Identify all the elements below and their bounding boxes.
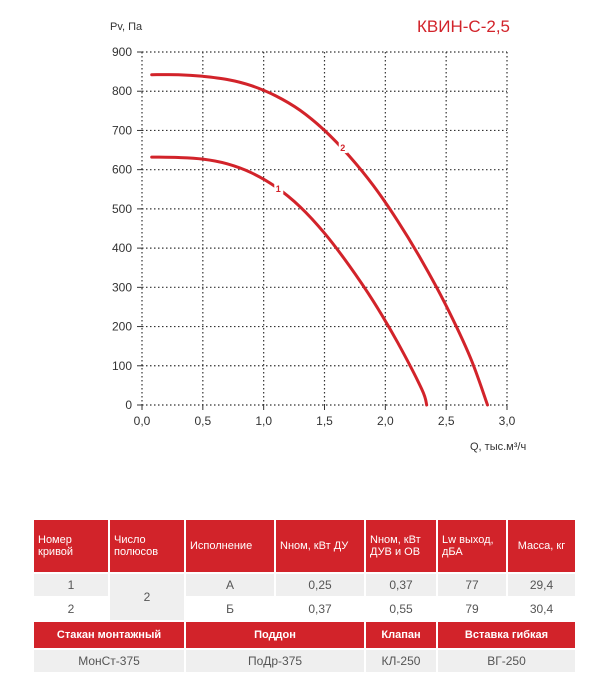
cell-power-du: 0,37: [276, 598, 364, 620]
performance-chart: КВИН-С-2,5 Pv, Па Q, тыс.м³/ч 0,0 0,5 1,0 1…: [110, 17, 526, 453]
x-tick-label: 1,5: [316, 414, 333, 428]
specs-table: Номер кривой Число полюсов Исполнение Nн…: [32, 518, 577, 674]
y-tick-label: 900: [112, 45, 132, 59]
header-curve-number: Номер кривой: [34, 520, 108, 572]
y-tick-label: 400: [112, 241, 132, 255]
series-lines: 12: [150, 73, 489, 407]
y-tick-label: 700: [112, 123, 132, 137]
series-1-line: [150, 155, 429, 407]
y-tick-label: 100: [112, 359, 132, 373]
table-row: 2 Б 0,37 0,55 79 30,4: [34, 598, 575, 620]
series-2-label-bg: [338, 142, 348, 154]
cell-curve: 1: [34, 574, 108, 596]
accessories-header-row: Стакан монтажный Поддон Клапан Вставка г…: [34, 622, 575, 648]
x-tick-label: 0,0: [134, 414, 151, 428]
y-tick-label: 600: [112, 163, 132, 177]
header-flexible-insert: Вставка гибкая: [438, 622, 575, 648]
cell-mounting-cup: МонСт-375: [34, 650, 184, 672]
accessories-values-row: МонСт-375 ПоДр-375 КЛ-250 ВГ-250: [34, 650, 575, 672]
cell-power-du: 0,25: [276, 574, 364, 596]
cell-execution: Б: [186, 598, 274, 620]
header-tray: Поддон: [186, 622, 364, 648]
x-axis-title: Q, тыс.м³/ч: [470, 441, 526, 453]
series-2-line: [150, 73, 489, 407]
cell-mass: 29,4: [508, 574, 575, 596]
header-mass: Масса, кг: [508, 520, 575, 572]
cell-power-duv: 0,55: [366, 598, 436, 620]
x-tick-label: 3,0: [499, 414, 516, 428]
cell-execution: А: [186, 574, 274, 596]
series-1-label-bg: [274, 182, 284, 194]
header-poles: Число полюсов: [110, 520, 184, 572]
series-1-label: 1: [276, 184, 281, 194]
specs-header-row: Номер кривой Число полюсов Исполнение Nн…: [34, 520, 575, 572]
table-row: 1 2 А 0,25 0,37 77 29,4: [34, 574, 575, 620]
header-power-duv: Nном, кВт ДУВ и ОВ: [366, 520, 436, 572]
x-tick-label: 1,0: [255, 414, 272, 428]
cell-mass: 30,4: [508, 598, 575, 620]
cell-tray: ПоДр-375: [186, 650, 364, 672]
axis-ticks: 0,0 0,5 1,0 1,5 2,0 2,5 3,0 0 100 200 300 400 500 600…: [112, 45, 516, 428]
cell-curve: 2: [34, 598, 108, 620]
grid: [141, 51, 508, 406]
y-tick-label: 800: [112, 84, 132, 98]
y-tick-label: 500: [112, 202, 132, 216]
chart-title: КВИН-С-2,5: [417, 17, 510, 36]
cell-flexible-insert: ВГ-250: [438, 650, 575, 672]
header-execution: Исполнение: [186, 520, 274, 572]
y-tick-label: 300: [112, 280, 132, 294]
header-mounting-cup: Стакан монтажный: [34, 622, 184, 648]
cell-sound-level: 79: [438, 598, 506, 620]
header-valve: Клапан: [366, 622, 436, 648]
x-tick-label: 2,0: [377, 414, 394, 428]
cell-valve: КЛ-250: [366, 650, 436, 672]
cell-poles: 2: [110, 574, 184, 620]
x-tick-label: 2,5: [438, 414, 455, 428]
header-sound-level: Lw выход, дБА: [438, 520, 506, 572]
x-tick-label: 0,5: [194, 414, 211, 428]
cell-power-duv: 0,37: [366, 574, 436, 596]
y-tick-label: 0: [125, 398, 132, 412]
cell-sound-level: 77: [438, 574, 506, 596]
y-axis-title: Pv, Па: [110, 21, 143, 33]
y-tick-label: 200: [112, 320, 132, 334]
series-2-label: 2: [340, 143, 345, 153]
header-power-du: Nном, кВт ДУ: [276, 520, 364, 572]
